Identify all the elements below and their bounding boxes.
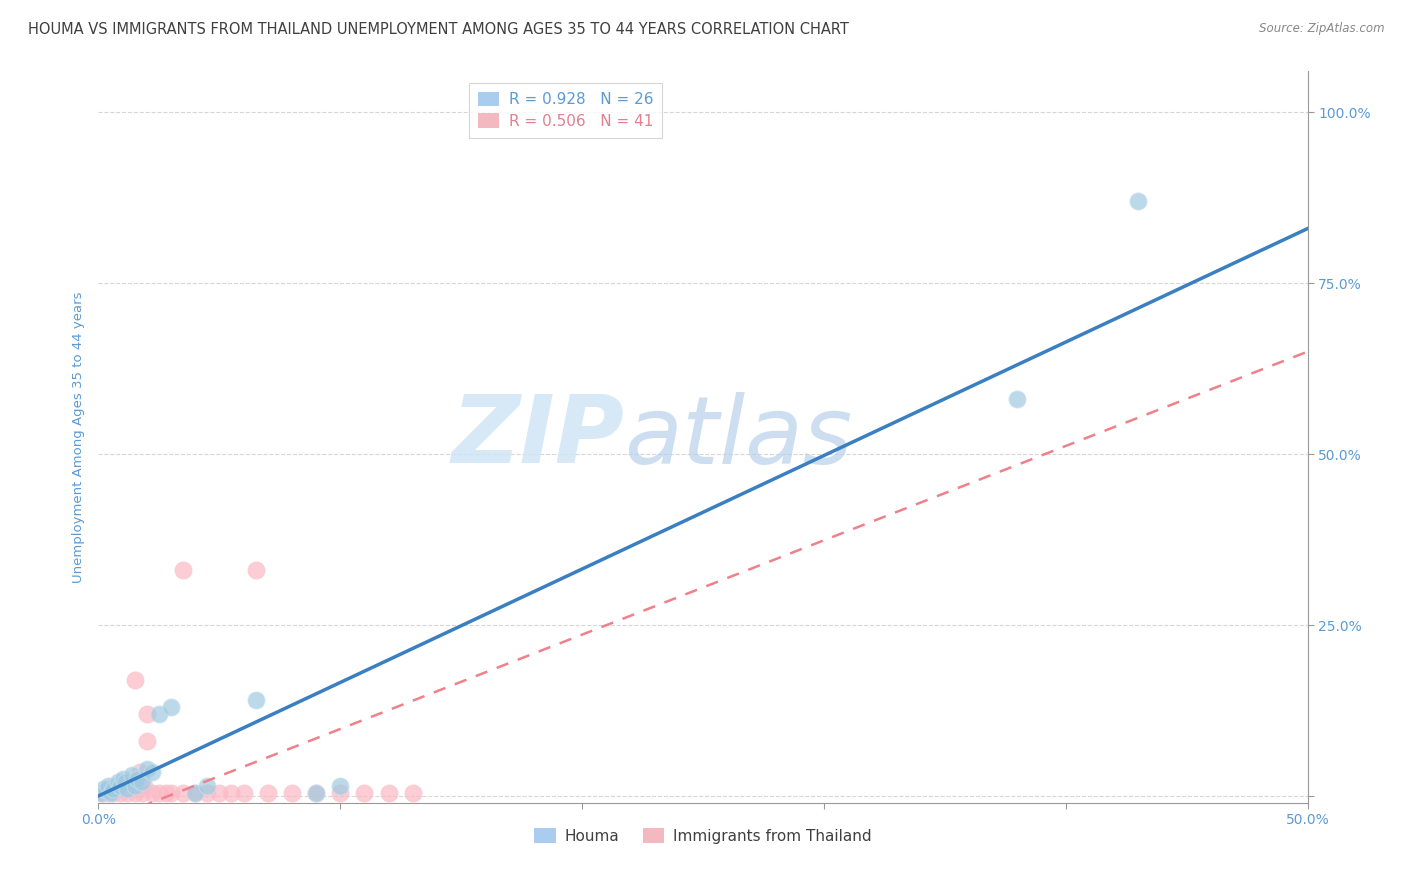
Point bbox=[121, 775, 143, 789]
Point bbox=[135, 734, 157, 748]
Point bbox=[329, 779, 352, 793]
Point bbox=[353, 786, 375, 800]
Point bbox=[1128, 194, 1150, 209]
Point bbox=[232, 786, 254, 800]
Point bbox=[377, 786, 399, 800]
Point bbox=[305, 786, 328, 800]
Point bbox=[124, 673, 146, 687]
Point bbox=[127, 779, 149, 793]
Point bbox=[121, 768, 143, 782]
Point bbox=[172, 563, 194, 577]
Point bbox=[160, 700, 183, 714]
Point bbox=[208, 786, 231, 800]
Point bbox=[90, 786, 112, 800]
Legend: Houma, Immigrants from Thailand: Houma, Immigrants from Thailand bbox=[529, 822, 877, 850]
Point bbox=[184, 786, 207, 800]
Point bbox=[108, 786, 131, 800]
Point bbox=[111, 775, 134, 789]
Point bbox=[124, 779, 146, 793]
Point bbox=[100, 782, 122, 797]
Text: HOUMA VS IMMIGRANTS FROM THAILAND UNEMPLOYMENT AMONG AGES 35 TO 44 YEARS CORRELA: HOUMA VS IMMIGRANTS FROM THAILAND UNEMPL… bbox=[28, 22, 849, 37]
Point bbox=[118, 782, 141, 797]
Point bbox=[184, 786, 207, 800]
Point bbox=[108, 779, 131, 793]
Point bbox=[148, 706, 170, 721]
Text: ZIP: ZIP bbox=[451, 391, 624, 483]
Point bbox=[148, 786, 170, 800]
Point bbox=[104, 779, 127, 793]
Point bbox=[117, 782, 139, 797]
Point bbox=[160, 786, 183, 800]
Point bbox=[195, 779, 218, 793]
Point bbox=[114, 779, 136, 793]
Point bbox=[91, 782, 114, 797]
Point bbox=[172, 786, 194, 800]
Point bbox=[117, 786, 139, 800]
Point bbox=[107, 782, 129, 797]
Point bbox=[114, 775, 136, 789]
Point bbox=[135, 762, 157, 776]
Point bbox=[94, 783, 117, 797]
Point bbox=[107, 775, 129, 789]
Point bbox=[141, 786, 163, 800]
Point bbox=[131, 775, 153, 789]
Point bbox=[1007, 392, 1029, 407]
Point bbox=[195, 786, 218, 800]
Point bbox=[245, 563, 267, 577]
Point bbox=[135, 706, 157, 721]
Point bbox=[124, 786, 146, 800]
Point bbox=[90, 786, 112, 800]
Point bbox=[100, 786, 122, 800]
Point bbox=[256, 786, 278, 800]
Point bbox=[111, 772, 134, 786]
Point bbox=[329, 786, 352, 800]
Point bbox=[94, 783, 117, 797]
Point bbox=[101, 786, 124, 800]
Text: Source: ZipAtlas.com: Source: ZipAtlas.com bbox=[1260, 22, 1385, 36]
Y-axis label: Unemployment Among Ages 35 to 44 years: Unemployment Among Ages 35 to 44 years bbox=[72, 292, 86, 582]
Point bbox=[281, 786, 304, 800]
Point bbox=[128, 765, 150, 780]
Point bbox=[127, 772, 149, 786]
Point bbox=[131, 786, 153, 800]
Text: atlas: atlas bbox=[624, 392, 852, 483]
Point bbox=[141, 765, 163, 780]
Point bbox=[245, 693, 267, 707]
Point bbox=[134, 779, 156, 793]
Point bbox=[97, 779, 120, 793]
Point bbox=[402, 786, 425, 800]
Point bbox=[97, 786, 120, 800]
Point bbox=[305, 786, 328, 800]
Point bbox=[101, 782, 124, 797]
Point bbox=[221, 786, 243, 800]
Point bbox=[91, 786, 114, 800]
Point bbox=[155, 786, 177, 800]
